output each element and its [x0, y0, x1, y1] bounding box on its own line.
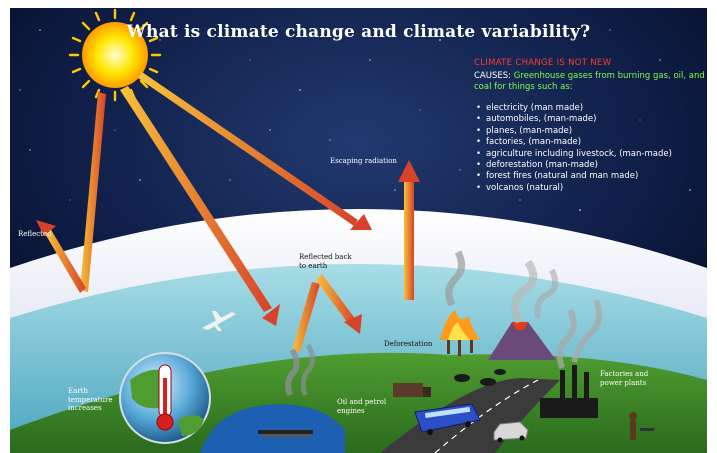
label-factories-line2: power plants [600, 378, 647, 387]
arrow-escaping-shaft [404, 180, 414, 300]
cause-item: automobiles, (man-made) [476, 114, 672, 126]
airplane-icon [202, 311, 236, 331]
deforestation-stumps [447, 340, 473, 356]
oil-rig-icon [258, 343, 316, 437]
arrow-from-earth-up [292, 282, 320, 352]
label-oil-petrol-line1: Oil and petrol [337, 398, 387, 406]
volcano-icon [488, 259, 556, 360]
factory-icon [534, 268, 603, 418]
label-earth-temperature-line2: temperature [68, 395, 113, 404]
arrow-escaping-head [398, 160, 420, 182]
road-line [434, 379, 539, 453]
label-reflected-back: Reflected back to earth [299, 253, 352, 270]
causes-heading: CLIMATE CHANGE IS NOT NEW [474, 58, 612, 68]
ocean [200, 404, 345, 453]
label-earth-temperature-line3: increases [68, 404, 102, 412]
label-earth-temperature: Earth temperature increases [68, 387, 113, 413]
thermometer-icon [156, 364, 174, 431]
cause-item: deforestation (man-made) [476, 160, 672, 172]
livestock-icon [454, 369, 506, 386]
cause-item: volcanos (natural) [476, 183, 672, 195]
radiation-arrows [36, 72, 420, 352]
cause-item: electricity (man made) [476, 103, 672, 115]
label-deforestation: Deforestation [384, 340, 433, 348]
cause-item: planes, (man-made) [476, 126, 672, 138]
arrow-sun-to-reflected [80, 92, 106, 292]
label-reflected-back-line1: Reflected back [299, 253, 352, 261]
label-escaping-radiation: Escaping radiation [330, 157, 397, 165]
arrow-reflected-outward [44, 228, 86, 293]
causes-text: Greenhouse gases from burning gas, oil, … [474, 71, 705, 92]
arrow-absorbed-head [350, 214, 372, 230]
arrow-reflect-back-down [316, 274, 356, 326]
label-earth-temperature-line1: Earth [68, 387, 88, 395]
label-reflected-back-line2: to earth [299, 261, 328, 270]
causes-list: electricity (man made) automobiles, (man… [476, 103, 672, 195]
arrow-reflected-head [36, 220, 56, 236]
truck-icon [393, 383, 431, 397]
arrow-reflect-back-head [344, 314, 362, 334]
label-oil-petrol-line2: engines [337, 406, 365, 415]
arrow-sun-absorbed [138, 72, 358, 226]
causes-label: CAUSES: [474, 71, 511, 81]
cause-item: factories, (man-made) [476, 137, 672, 149]
arrow-sun-to-earth [120, 86, 272, 312]
bus-icon [414, 403, 481, 435]
car-icon [493, 421, 529, 443]
causes-intro: CAUSES: Greenhouse gases from burning ga… [474, 71, 706, 93]
diagram-title: What is climate change and climate varia… [126, 22, 591, 42]
cause-item: forest fires (natural and man made) [476, 171, 672, 183]
fire-icon [440, 250, 480, 340]
label-factories: Factories and power plants [600, 370, 648, 387]
label-factories-line1: Factories and [600, 370, 649, 378]
label-oil-petrol: Oil and petrol engines [337, 398, 386, 415]
label-reflected: Reflected [18, 230, 52, 238]
label-absorbed: Absorbed [353, 232, 387, 240]
worker-icon [629, 412, 654, 440]
arrow-sun-to-earth-head [262, 304, 280, 326]
cause-item: agriculture including livestock, (man-ma… [476, 149, 672, 161]
